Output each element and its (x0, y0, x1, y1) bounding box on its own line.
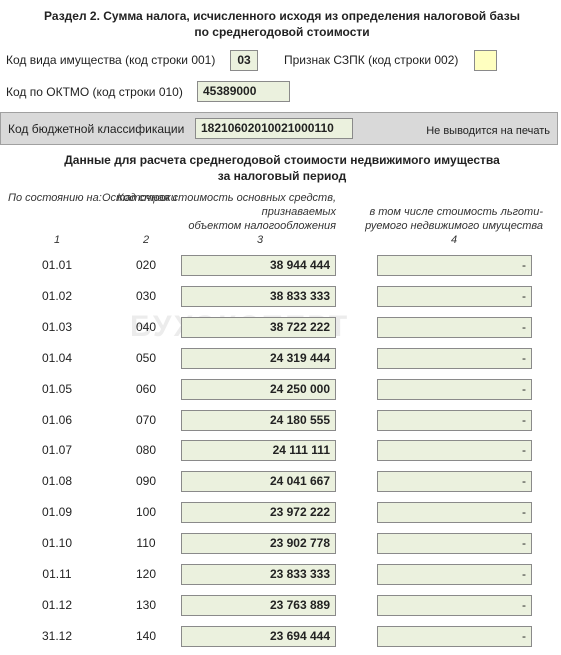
value-cell: 38 833 333 (181, 285, 336, 307)
column-header: признаваемых (261, 206, 336, 218)
date-cell: 01.03 (41, 319, 73, 334)
value-cell: - (377, 471, 532, 493)
value-cell: 23 694 444 (181, 625, 336, 647)
value-cell: - (377, 533, 532, 555)
code-cell: 110 (136, 536, 156, 551)
field-value: 03 (230, 50, 258, 71)
date-cell: 01.06 (41, 412, 73, 427)
field-label: Признак СЗПК (код строки 002) (284, 53, 459, 67)
value-cell: 24 319 444 (181, 347, 336, 369)
table-title: за налоговый период (217, 169, 347, 183)
value-cell: - (377, 440, 532, 462)
column-header: Код строки (117, 192, 177, 204)
column-number: 4 (450, 234, 458, 246)
value-cell: - (377, 378, 532, 400)
column-header: руемого недвижимого имущества (365, 220, 543, 232)
code-cell: 130 (135, 597, 157, 612)
field-value[interactable] (474, 50, 497, 71)
date-cell: 01.11 (42, 567, 72, 581)
code-cell: 040 (135, 319, 157, 334)
value-cell: - (377, 285, 532, 307)
value-cell: - (377, 625, 532, 647)
code-cell: 140 (135, 628, 157, 643)
date-cell: 01.01 (41, 258, 73, 272)
column-number: 3 (256, 234, 264, 246)
field-note: Не выводится на печать (426, 125, 550, 137)
date-cell: 31.12 (41, 628, 73, 643)
value-cell: 23 763 889 (181, 594, 336, 616)
value-cell: - (377, 347, 532, 369)
date-cell: 01.12 (41, 597, 73, 612)
code-cell: 090 (135, 474, 157, 489)
column-number: 1 (53, 234, 61, 246)
column-header: объектом налогообложения (188, 220, 336, 232)
field-label: Код по ОКТМО (код строки 010) (6, 85, 183, 99)
date-cell: 01.04 (41, 350, 73, 365)
field-value: 18210602010021000110 (195, 118, 353, 139)
value-cell: - (377, 594, 532, 616)
field-label: Код бюджетной классификации (8, 122, 185, 136)
column-header: По состоянию на: (8, 192, 102, 204)
value-cell: - (377, 564, 532, 585)
code-cell: 100 (135, 505, 157, 520)
title-line: по среднегодовой стоимости (194, 25, 370, 39)
value-cell: 23 972 222 (181, 502, 336, 524)
field-value: 45389000 (197, 81, 290, 102)
value-cell: 24 180 555 (181, 409, 336, 431)
value-cell: - (377, 502, 532, 524)
date-cell: 01.02 (41, 288, 73, 303)
date-cell: 01.09 (41, 505, 73, 520)
value-cell: - (377, 316, 532, 338)
value-cell: - (377, 409, 532, 431)
code-cell: 080 (135, 443, 157, 458)
date-cell: 01.10 (41, 536, 73, 551)
field-label: Код вида имущества (код строки 001) (6, 53, 216, 67)
value-cell: 24 250 000 (181, 378, 336, 400)
date-cell: 01.07 (41, 443, 73, 458)
value-cell: 23 833 333 (181, 564, 336, 585)
value-cell: 38 944 444 (181, 255, 336, 276)
code-cell: 030 (135, 288, 157, 303)
column-header: в том числе стоимость льготи- (369, 206, 543, 218)
date-cell: 01.08 (41, 474, 73, 489)
value-cell: 38 722 222 (181, 316, 336, 338)
table-title: Данные для расчета среднегодовой стоимос… (64, 153, 500, 167)
column-number: 2 (142, 234, 150, 246)
code-cell: 070 (135, 412, 157, 427)
code-cell: 120 (135, 567, 157, 581)
title-line: Раздел 2. Сумма налога, исчисленного исх… (44, 9, 520, 23)
code-cell: 060 (135, 381, 157, 396)
code-cell: 020 (135, 258, 157, 272)
value-cell: 23 902 778 (181, 533, 336, 555)
value-cell: 24 111 111 (181, 440, 336, 462)
code-cell: 050 (135, 350, 157, 365)
column-header: Остаточная стоимость основных средств, (102, 192, 336, 204)
value-cell: 24 041 667 (181, 471, 336, 493)
date-cell: 01.05 (41, 381, 73, 396)
value-cell: - (377, 255, 532, 276)
